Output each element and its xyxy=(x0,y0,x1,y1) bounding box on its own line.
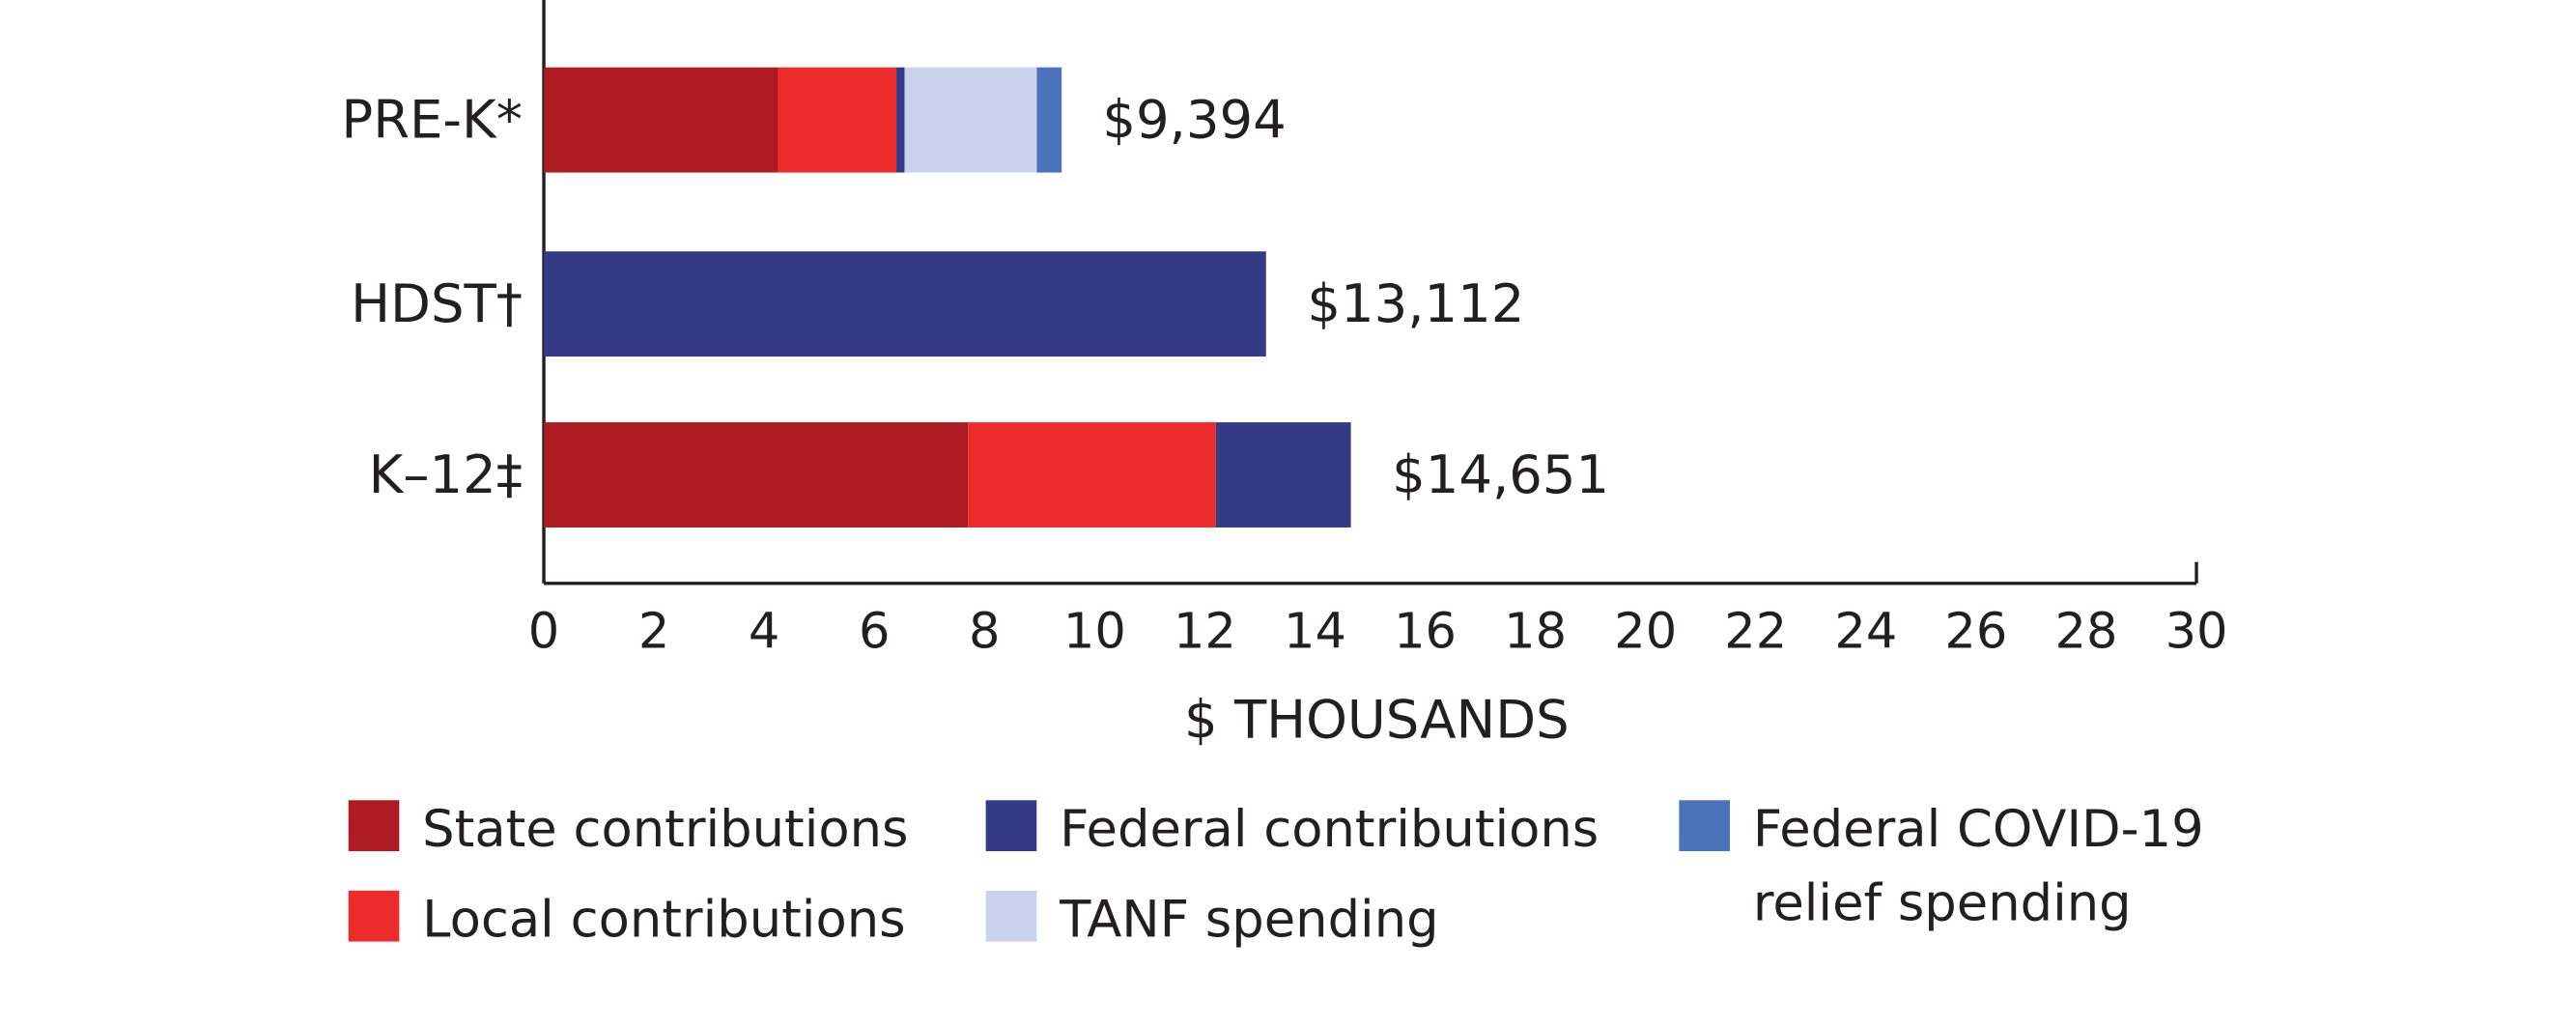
legend-swatch xyxy=(985,890,1037,942)
legend-item: Federal contributions xyxy=(985,793,1659,867)
legend-entry: Federal COVID-19 relief spending xyxy=(1679,793,2253,941)
x-tick-label: 16 xyxy=(1394,604,1457,661)
x-axis-label: $ THOUSANDS xyxy=(1184,688,1570,750)
legend-label: TANF spending xyxy=(1060,890,1439,951)
x-tick-label: 24 xyxy=(1834,604,1897,661)
legend-label: Federal contributions xyxy=(1060,800,1599,860)
legend-item: State contributions xyxy=(348,793,973,867)
x-tick-label: 8 xyxy=(969,604,1000,661)
x-tick-label: 4 xyxy=(749,604,779,661)
bar-segment xyxy=(968,422,1216,528)
x-tick-label: 26 xyxy=(1944,604,2007,661)
legend-entry: TANF spending xyxy=(985,884,1659,957)
legend-label: Federal COVID-19 relief spending xyxy=(1752,800,2204,933)
legend-item: TANF spending xyxy=(985,884,1659,957)
bar-segment xyxy=(544,251,1266,357)
bar-segment xyxy=(896,67,905,173)
x-tick-label: 28 xyxy=(2055,604,2118,661)
x-tick-label: 2 xyxy=(638,604,669,661)
x-tick-label: 18 xyxy=(1504,604,1567,661)
x-tick-label: 10 xyxy=(1063,604,1126,661)
legend-entry: State contributions xyxy=(348,793,973,867)
legend-swatch xyxy=(1679,800,1731,852)
x-tick-label: 30 xyxy=(2166,604,2228,661)
bar-segment xyxy=(544,422,969,528)
legend-label: Local contributions xyxy=(422,890,906,951)
bar-segment xyxy=(544,67,778,173)
bar-segment xyxy=(904,67,1037,173)
bar-segment xyxy=(778,67,897,173)
x-tick-label: 12 xyxy=(1174,604,1236,661)
total-label: $13,112 xyxy=(1307,272,1524,334)
bar-segment xyxy=(1036,67,1062,173)
bar-segment xyxy=(1215,422,1351,528)
x-tick-label: 22 xyxy=(1724,604,1787,661)
category-label: PRE-K* xyxy=(341,89,523,151)
total-label: $14,651 xyxy=(1392,443,1609,505)
legend-entry: Local contributions xyxy=(348,884,973,957)
x-tick-label: 20 xyxy=(1614,604,1677,661)
x-tick-label: 6 xyxy=(859,604,890,661)
category-label: HDST† xyxy=(351,272,523,334)
legend-item: Local contributions xyxy=(348,884,973,957)
legend-swatch xyxy=(348,890,400,942)
x-tick-label: 0 xyxy=(528,604,559,661)
total-label: $9,394 xyxy=(1102,89,1286,151)
legend-label: State contributions xyxy=(422,800,909,860)
category-label: K–12‡ xyxy=(369,443,523,505)
x-tick-label: 14 xyxy=(1284,604,1346,661)
legend-entry: Federal contributions xyxy=(985,793,1659,867)
legend-swatch xyxy=(348,800,400,852)
legend-item: Federal COVID-19 relief spending xyxy=(1679,793,2253,941)
legend-swatch xyxy=(985,800,1037,852)
